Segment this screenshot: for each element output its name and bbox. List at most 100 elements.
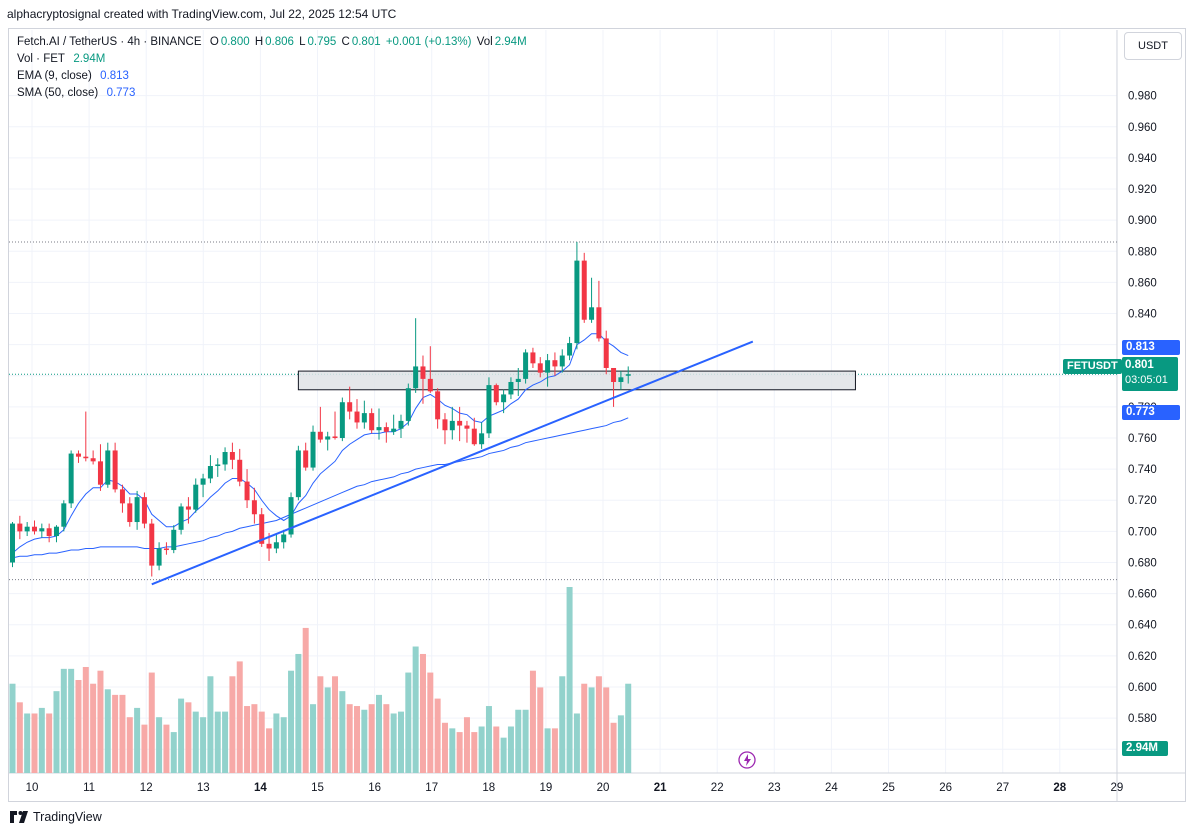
volume-bar	[302, 627, 309, 773]
footer-brand: TradingView	[33, 810, 102, 824]
volume-bar	[324, 687, 331, 773]
volume-bar	[214, 711, 221, 773]
change-value: +0.001 (+0.13%)	[385, 36, 472, 48]
candle-body	[493, 385, 499, 403]
candle-body	[17, 523, 23, 532]
candle-body	[83, 456, 89, 459]
candle-body	[471, 428, 477, 445]
candle-body	[229, 452, 235, 460]
volume-bar	[537, 687, 544, 773]
footer: TradingView	[10, 810, 102, 824]
candle-body	[215, 464, 221, 467]
volume-bar	[266, 728, 273, 773]
candle-body	[222, 452, 228, 465]
candle-body	[611, 367, 617, 382]
candle-body	[90, 458, 96, 462]
candle-body	[552, 360, 558, 367]
candle-body	[288, 497, 294, 535]
candle-body	[376, 427, 382, 431]
candle-body	[251, 500, 257, 515]
candle-body	[46, 528, 52, 537]
price-tick-label: 0.760	[1128, 433, 1157, 445]
price-tick-label: 0.720	[1128, 495, 1157, 507]
ema-legend[interactable]: EMA (9, close) 0.813	[17, 70, 131, 82]
volume-bar	[38, 707, 45, 773]
volume-bar	[310, 704, 317, 773]
candle-body	[171, 529, 177, 551]
candle-body	[413, 366, 419, 389]
ema-9-line	[12, 333, 629, 554]
price-tick-label: 0.580	[1128, 713, 1157, 725]
volume-bar	[376, 694, 382, 773]
price-tick-label: 0.860	[1128, 277, 1157, 289]
volume-bar	[412, 646, 419, 773]
volume-bar	[507, 726, 514, 773]
ema-label: EMA (9, close)	[17, 70, 92, 82]
volume-bar	[9, 683, 16, 773]
price-tick-label: 0.840	[1128, 309, 1157, 321]
volume-bar	[354, 706, 361, 773]
volume-bar	[104, 689, 111, 773]
volume-bar	[361, 709, 368, 773]
candle-body	[317, 431, 323, 440]
time-tick-label: 29	[1111, 782, 1124, 794]
volume-bar	[566, 587, 573, 773]
time-tick-label: 21	[654, 782, 667, 794]
candle-body	[163, 548, 169, 551]
open-label: O	[209, 36, 219, 48]
volume-bar	[397, 711, 404, 773]
candle-body	[361, 413, 367, 423]
symbol-title[interactable]: Fetch.AI / TetherUS · 4h · BINANCE	[17, 36, 202, 48]
price-tick-label: 0.640	[1128, 620, 1157, 632]
volume-bar	[427, 672, 434, 773]
candles	[10, 241, 631, 577]
candle-body	[266, 543, 272, 549]
lightning-icon[interactable]	[738, 751, 756, 769]
volume-bar	[24, 713, 31, 773]
volume-legend[interactable]: Vol · FET 2.94M	[17, 53, 107, 65]
volume-bar	[192, 711, 199, 773]
candle-body	[295, 450, 301, 498]
time-tick-label: 20	[597, 782, 610, 794]
volume-bar	[200, 717, 207, 773]
volume-bar	[46, 713, 53, 773]
symbol-legend: Fetch.AI / TetherUS · 4h · BINANCE O 0.80…	[17, 36, 529, 48]
currency-button[interactable]: USDT	[1124, 32, 1182, 60]
volume-bar	[441, 722, 448, 773]
candle-body	[442, 419, 448, 431]
time-tick-label: 10	[26, 782, 39, 794]
volume-bar	[449, 728, 456, 773]
candle-body	[391, 428, 397, 432]
time-tick-label: 27	[996, 782, 1009, 794]
candle-body	[339, 402, 345, 439]
price-tick-label: 0.600	[1128, 682, 1157, 694]
time-tick-label: 15	[311, 782, 324, 794]
candle-body	[581, 260, 587, 320]
volume-bar	[258, 711, 265, 773]
candle-body	[119, 489, 125, 504]
candle-body	[515, 378, 521, 382]
close-label: C	[341, 36, 350, 48]
price-tick-label: 0.740	[1128, 464, 1157, 476]
volume-bar	[163, 724, 170, 773]
chart-byline: alphacryptosignal created with TradingVi…	[7, 7, 397, 21]
time-tick-label: 17	[425, 782, 438, 794]
volume-bar	[463, 717, 470, 773]
chart-frame[interactable]	[8, 28, 1186, 802]
candle-body	[574, 260, 580, 344]
candle-body	[200, 478, 206, 485]
volume-bar	[332, 676, 339, 773]
volume-bar	[222, 711, 229, 773]
price-tick-label: 0.880	[1128, 246, 1157, 258]
candle-body	[486, 385, 492, 434]
price-tick-label: 0.680	[1128, 557, 1157, 569]
price-tick-label: 0.980	[1128, 91, 1157, 103]
sma-legend[interactable]: SMA (50, close) 0.773	[17, 87, 137, 99]
time-tick-label: 13	[197, 782, 210, 794]
tradingview-logo-icon	[10, 811, 28, 823]
ema-price-tag: 0.813	[1122, 340, 1180, 355]
price-tick-label: 0.620	[1128, 651, 1157, 663]
candle-body	[237, 459, 243, 482]
candle-body	[281, 534, 287, 543]
